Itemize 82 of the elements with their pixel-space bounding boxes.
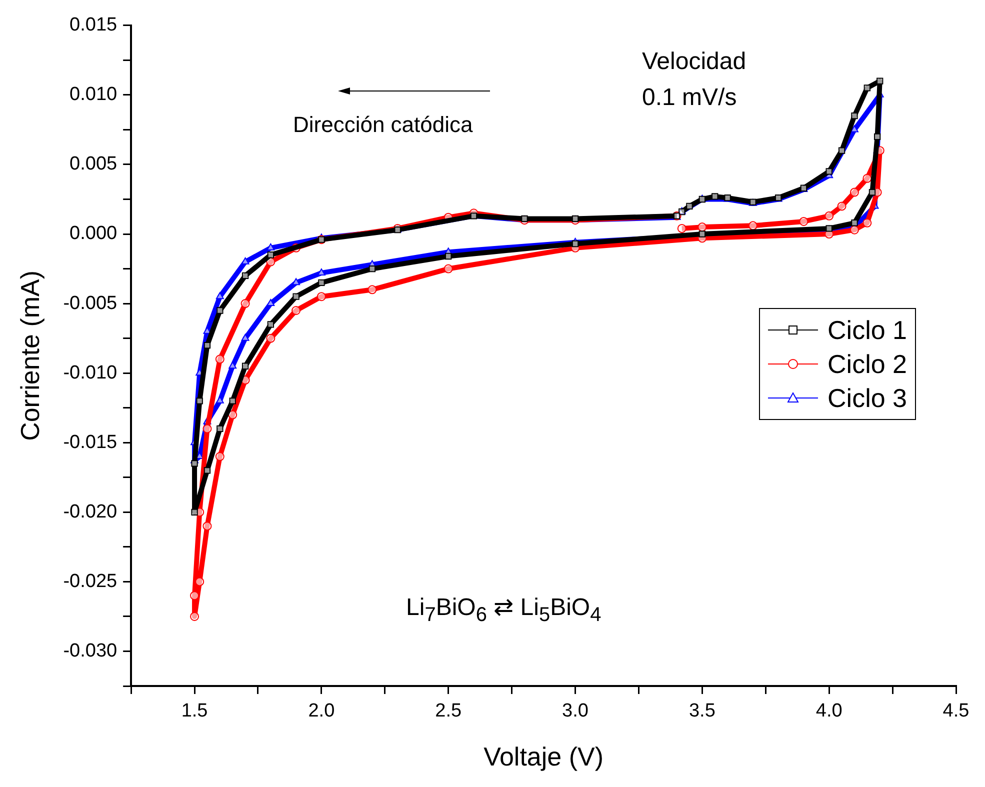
point: [202, 424, 212, 434]
point: [216, 292, 224, 300]
point: [712, 193, 718, 200]
point: [190, 612, 200, 621]
legend-label: Ciclo 1: [828, 314, 907, 347]
y-tick-label: 0.015: [70, 14, 118, 36]
point: [850, 225, 859, 234]
x-tick-label: 4.5: [942, 700, 970, 722]
point: [242, 272, 249, 280]
point: [196, 398, 203, 404]
point: [850, 188, 859, 197]
point: [368, 265, 376, 272]
point: [838, 147, 846, 154]
point: [444, 264, 453, 274]
point: [686, 202, 693, 210]
point: [228, 410, 238, 420]
y-tick-label: -0.015: [63, 432, 118, 453]
y-tick-label: -0.025: [63, 570, 118, 592]
y-tick-label: -0.005: [63, 292, 118, 314]
point: [445, 252, 452, 260]
annotation: 0.1 mV/s: [642, 84, 737, 112]
x-tick-label: 2.0: [308, 700, 335, 722]
point: [862, 218, 872, 228]
point: [748, 221, 758, 230]
point: [202, 522, 212, 531]
point: [216, 425, 224, 432]
point: [191, 508, 198, 516]
point: [215, 452, 224, 462]
point: [850, 125, 858, 132]
point: [241, 257, 250, 264]
x-tick-label: 1.5: [181, 700, 208, 722]
x-tick-label: 4.0: [816, 700, 842, 722]
legend-label: Ciclo 3: [828, 382, 907, 415]
y-axis-title: Corriente (mA): [14, 270, 45, 441]
annotation: Li$_{7}$BiO$_{6}$ ⇄ Li$_{5}$BiO$_{4}$: [406, 593, 602, 627]
point: [868, 188, 876, 196]
point: [292, 306, 301, 315]
point: [266, 334, 276, 343]
point: [266, 299, 275, 306]
point: [204, 467, 211, 474]
point: [195, 577, 204, 586]
point: [228, 362, 237, 369]
point: [799, 216, 808, 226]
point: [874, 133, 881, 140]
point: [698, 222, 707, 232]
y-tick-label: 0.005: [70, 154, 118, 175]
point: [318, 279, 325, 286]
point: [229, 398, 236, 404]
legend-label: Ciclo 2: [828, 348, 907, 381]
point: [851, 220, 858, 226]
y-tick-label: 0.010: [70, 84, 118, 106]
point: [204, 342, 211, 349]
y-tick-label: 0.000: [70, 223, 118, 244]
point: [837, 202, 846, 211]
point: [242, 362, 249, 370]
point: [864, 84, 870, 92]
annotation: Dirección catódica: [293, 112, 473, 138]
y-tick-label: -0.010: [63, 362, 118, 384]
point: [216, 307, 224, 314]
x-tick-label: 2.5: [435, 700, 462, 722]
point: [824, 211, 834, 220]
point: [240, 299, 250, 308]
point: [862, 174, 872, 183]
annotation: Velocidad: [642, 48, 746, 76]
point: [677, 224, 686, 233]
point: [292, 293, 300, 300]
point: [316, 292, 326, 302]
x-axis-title: Voltaje (V): [484, 742, 604, 772]
point: [572, 240, 579, 248]
x-tick-label: 3.0: [562, 700, 588, 722]
point: [826, 168, 832, 175]
point: [851, 112, 858, 120]
y-tick-label: -0.020: [63, 501, 118, 522]
point: [876, 78, 884, 84]
point: [267, 321, 274, 328]
y-tick-label: -0.030: [63, 640, 118, 662]
point: [241, 334, 250, 341]
point: [191, 460, 198, 467]
point: [267, 252, 274, 258]
x-tick-label: 3.5: [688, 700, 716, 722]
point: [215, 354, 224, 364]
point: [368, 285, 377, 294]
